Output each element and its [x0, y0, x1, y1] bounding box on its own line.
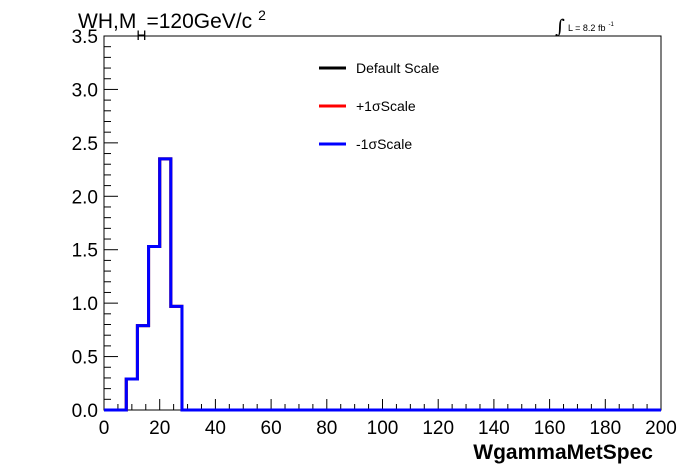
- y-tick-label: 1.5: [72, 241, 98, 262]
- x-tick-label: 200: [645, 418, 677, 439]
- series-line-0: [104, 157, 661, 412]
- y-tick-label: 2.5: [72, 134, 98, 155]
- y-tick-label: 3.5: [72, 27, 98, 48]
- x-tick-label: 120: [422, 418, 454, 439]
- x-axis-label: WgammaMetSpec: [473, 441, 653, 464]
- legend-label-0: Default Scale: [356, 60, 439, 76]
- chart-title: WH,MH=120GeV/c 2: [78, 7, 266, 43]
- x-tick-label: 60: [261, 418, 282, 439]
- series-layer: [104, 157, 661, 412]
- x-tick-label: 100: [367, 418, 399, 439]
- y-tick-label: 0.0: [72, 401, 98, 422]
- legend-label-2: -1σScale: [356, 136, 412, 152]
- series-line-2: [104, 157, 661, 412]
- lumi-integral-symbol: ∫: [555, 16, 565, 38]
- lumi-label: L = 8.2 fb -1: [568, 22, 614, 33]
- y-axis: 0.0 0.5 1.0 1.5 2.0 2.5 3.0 3.5: [72, 27, 118, 422]
- lumi-text: L = 8.2 fb: [568, 23, 605, 33]
- x-tick-label: 80: [316, 418, 337, 439]
- legend-label-1: +1σScale: [356, 98, 416, 114]
- y-tick-label: 1.0: [72, 294, 98, 315]
- title-subscript: H: [136, 27, 146, 43]
- x-tick-label: 140: [478, 418, 510, 439]
- y-tick-label: 3.0: [72, 80, 98, 101]
- legend: Default Scale +1σScale -1σScale: [319, 60, 439, 152]
- x-tick-label: 40: [205, 418, 226, 439]
- x-axis: 0 20 40 60 80 100 120 140 160 180 200: [99, 399, 677, 439]
- lumi-superscript: -1: [608, 22, 614, 28]
- y-tick-label: 2.0: [72, 187, 98, 208]
- title-superscript: 2: [258, 7, 266, 23]
- y-tick-label: 0.5: [72, 348, 98, 369]
- x-tick-label: 180: [589, 418, 621, 439]
- x-tick-label: 20: [149, 418, 170, 439]
- title-main: WH,M: [78, 10, 136, 33]
- plot-frame: [103, 35, 662, 411]
- x-tick-label: 0: [99, 418, 110, 439]
- title-rest: =120GeV/c: [146, 10, 252, 33]
- series-line-1: [104, 157, 661, 412]
- x-tick-label: 160: [534, 418, 566, 439]
